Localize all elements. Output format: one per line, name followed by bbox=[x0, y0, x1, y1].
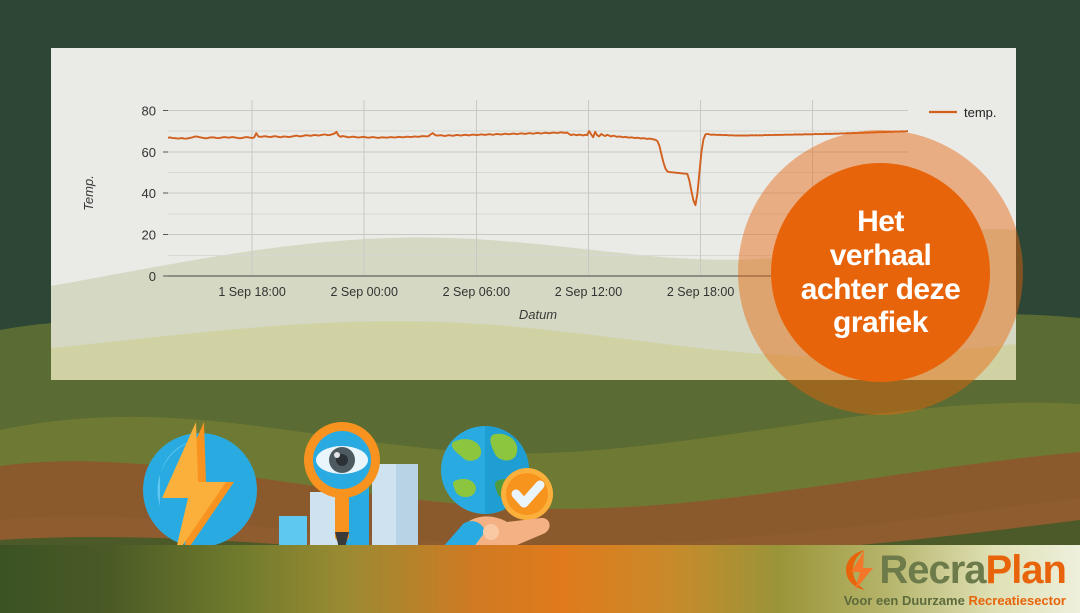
lightning-globe-icon bbox=[143, 422, 257, 558]
magnifier-eye-bars-icon bbox=[278, 422, 418, 560]
y-axis-title: Temp. bbox=[81, 175, 96, 211]
temperature-line-chart: 0 20 40 60 80 1 Sep 18:00 2 Sep 00:00 2 Sep 06… bbox=[51, 48, 1016, 380]
y-tick-label: 60 bbox=[142, 145, 156, 160]
x-axis-title: Datum bbox=[519, 307, 557, 322]
x-tick-label: 2 Sep 12:00 bbox=[555, 285, 622, 299]
lightning-bolt-icon bbox=[846, 550, 874, 590]
logo-tagline: Voor een Duurzame Recreatiesector bbox=[843, 593, 1066, 608]
y-tick-label: 80 bbox=[142, 103, 156, 118]
y-tick-label: 0 bbox=[149, 269, 156, 284]
story-badge[interactable]: Het verhaal achter deze grafiek bbox=[738, 130, 1023, 415]
y-tick-label: 20 bbox=[142, 228, 156, 243]
x-tick-label: 1 Sep 18:00 bbox=[218, 285, 285, 299]
logo-name-secondary: Plan bbox=[985, 548, 1067, 592]
x-tick-label: 2 Sep 06:00 bbox=[443, 285, 510, 299]
globe-hand-check-icon bbox=[436, 426, 553, 556]
x-tick-label: 2 Sep 18:00 bbox=[667, 285, 734, 299]
recraplan-logo[interactable]: Recra Plan Voor een Duurzame Recreatiesec… bbox=[843, 548, 1067, 608]
legend-label: temp. bbox=[964, 105, 997, 120]
logo-tagline-primary: Voor een Duurzame bbox=[843, 593, 969, 608]
logo-tagline-secondary: Recreatiesector bbox=[968, 593, 1066, 608]
pillars-group: Meten Analyseren bbox=[0, 400, 620, 600]
y-tick-label: 40 bbox=[142, 186, 156, 201]
chart-legend: temp. bbox=[929, 105, 997, 120]
footer-band bbox=[0, 545, 1080, 613]
badge-inner-circle: Het verhaal achter deze grafiek bbox=[771, 163, 990, 382]
x-tick-label: 2 Sep 00:00 bbox=[331, 285, 398, 299]
logo-name-primary: Recra bbox=[879, 548, 986, 592]
badge-text: Het verhaal achter deze grafiek bbox=[800, 205, 961, 340]
